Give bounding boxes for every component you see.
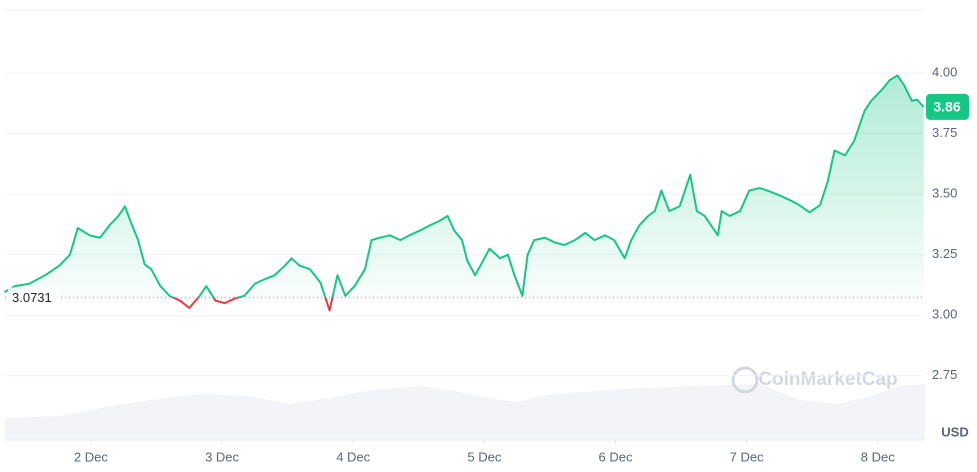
price-line xyxy=(3,74,925,312)
y-tick-label: 3.50 xyxy=(932,186,957,201)
x-tick-label: 6 Dec xyxy=(599,449,633,464)
area-fill xyxy=(5,75,924,298)
x-tick-label: 7 Dec xyxy=(730,449,764,464)
watermark-logo xyxy=(731,366,759,394)
watermark: CoinMarketCap xyxy=(758,369,897,390)
y-tick-label: 4.00 xyxy=(932,64,957,79)
x-tick-label: 2 Dec xyxy=(74,449,108,464)
price-tag xyxy=(926,93,969,120)
x-tick-label: 4 Dec xyxy=(336,449,370,464)
x-tick-label: 8 Dec xyxy=(861,449,895,464)
y-tick-label: 2.75 xyxy=(932,367,957,382)
price-tag-label: 3.86 xyxy=(933,99,960,115)
currency-label: USD xyxy=(941,424,968,439)
baseline-label-bg xyxy=(8,287,60,308)
y-tick-label: 3.00 xyxy=(932,307,957,322)
volume-area xyxy=(5,384,925,440)
x-tick-label: 5 Dec xyxy=(467,449,501,464)
y-tick-label: 3.25 xyxy=(932,246,957,261)
x-tick-label: 3 Dec xyxy=(205,449,239,464)
y-tick-label: 3.75 xyxy=(932,125,957,140)
baseline-label: 3.0731 xyxy=(12,290,52,305)
